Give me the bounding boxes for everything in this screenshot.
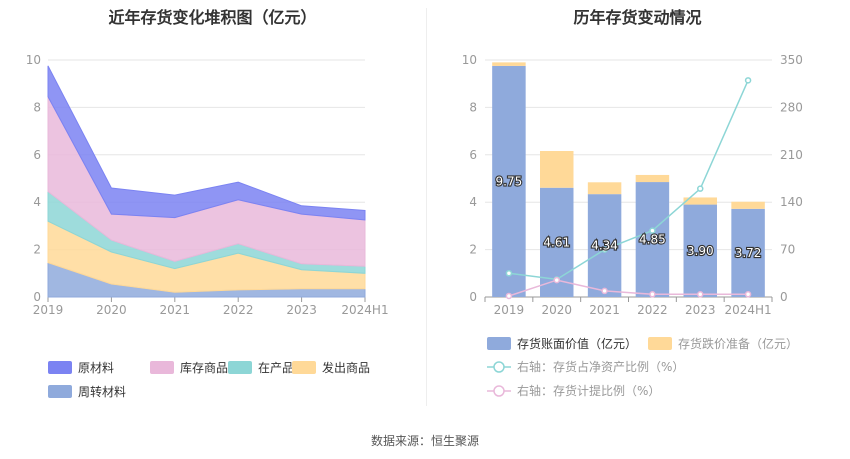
line-point (649, 227, 656, 234)
bar-segment-impairment (635, 174, 670, 183)
line-point (697, 291, 704, 298)
x-tick-label-right: 2024H1 (724, 303, 771, 317)
line-point (601, 287, 608, 295)
bar-data-label: 3.72 (735, 246, 762, 260)
x-tick-label-left: 2020 (96, 303, 127, 317)
y2-tick-label: 210 (780, 148, 803, 162)
legend-swatch-left (228, 361, 252, 374)
legend-swatch-left (48, 385, 72, 398)
x-tick-label-left: 2023 (286, 303, 317, 317)
legend-label-right: 存货账面价值（亿元） (517, 336, 637, 351)
bar-segment-book-value (492, 65, 526, 297)
x-tick-label-left: 2021 (160, 303, 191, 317)
bar-segment-impairment (540, 151, 574, 188)
y-tick-label-right-chart: 8 (469, 100, 477, 114)
bar-segment-impairment (683, 197, 717, 205)
y-tick-label-left: 2 (33, 243, 41, 257)
y2-tick-label: 280 (780, 100, 803, 114)
bar-data-label: 3.90 (687, 244, 714, 258)
x-tick-label-right: 2020 (541, 303, 572, 317)
line-series-inventory-ratio (508, 79, 749, 281)
y-tick-label-right-chart: 2 (469, 243, 477, 257)
y-tick-label-right-chart: 0 (469, 290, 477, 304)
legend-swatch-right (487, 337, 511, 350)
y2-tick-label: 140 (780, 195, 803, 209)
legend-label-left: 在产品 (258, 361, 294, 375)
line-series-provision-ratio (508, 279, 749, 297)
panel-divider (426, 8, 427, 406)
legend-label-right: 右轴：存货计提比例（%） (517, 383, 660, 398)
y2-tick-label: 350 (780, 53, 803, 67)
bar-segment-impairment (492, 62, 526, 66)
legend-label-right: 右轴：存货占净资产比例（%） (517, 359, 684, 374)
x-tick-label-right: 2023 (685, 303, 716, 317)
bar-segment-book-value (683, 204, 717, 297)
bar-data-label: 9.75 (496, 174, 523, 188)
x-tick-label-left: 2019 (33, 303, 64, 317)
line-point (744, 77, 752, 84)
y-tick-label-left: 10 (26, 53, 41, 67)
line-point (553, 276, 560, 284)
legend-label-left: 发出商品 (322, 360, 370, 375)
bar-segment-book-value (731, 208, 765, 297)
y-tick-label-left: 6 (33, 148, 41, 162)
line-point (649, 291, 656, 298)
line-point (601, 246, 608, 253)
line-point (744, 291, 752, 298)
line-point (697, 185, 704, 192)
y-tick-label-left: 0 (33, 290, 41, 304)
y-tick-label-right-chart: 6 (469, 148, 477, 162)
legend-label-left: 原材料 (78, 361, 114, 375)
line-point (505, 270, 513, 277)
y2-tick-label: 70 (780, 243, 795, 257)
bar-data-label: 4.34 (591, 239, 618, 253)
legend-swatch-right (648, 337, 672, 350)
legend-swatch-left (150, 361, 174, 374)
x-tick-label-right: 2022 (637, 303, 668, 317)
chart-title-left: 近年存货变化堆积图（亿元） (108, 8, 317, 27)
x-tick-label-right: 2019 (494, 303, 525, 317)
legend-swatch-left (292, 361, 316, 374)
legend-marker-right (493, 361, 505, 373)
y-tick-label-right-chart: 10 (462, 53, 477, 67)
legend-marker-right (493, 385, 505, 397)
bar-data-label: 4.61 (543, 235, 570, 249)
legend-label-left: 周转材料 (78, 384, 126, 399)
legend-label-left: 库存商品 (180, 360, 228, 375)
bar-segment-impairment (731, 201, 765, 209)
data-source: 数据来源：恒生聚源 (370, 434, 479, 448)
y-tick-label-left: 8 (33, 100, 41, 114)
y-tick-label-left: 4 (33, 195, 41, 209)
x-tick-label-left: 2022 (223, 303, 254, 317)
y2-tick-label: 0 (780, 290, 788, 304)
area-series-原材料 (47, 65, 366, 221)
line-point (505, 292, 513, 300)
bar-segment-impairment (587, 182, 622, 195)
chart-title-right: 历年存货变动情况 (573, 8, 702, 27)
bar-data-label: 4.85 (639, 233, 666, 247)
y-tick-label-right-chart: 4 (469, 195, 477, 209)
bar-segment-book-value (635, 182, 670, 297)
x-tick-label-right: 2021 (589, 303, 620, 317)
legend-swatch-left (48, 361, 72, 374)
x-tick-label-left: 2024H1 (341, 303, 388, 317)
legend-label-right: 存货跌价准备（亿元） (678, 336, 798, 351)
